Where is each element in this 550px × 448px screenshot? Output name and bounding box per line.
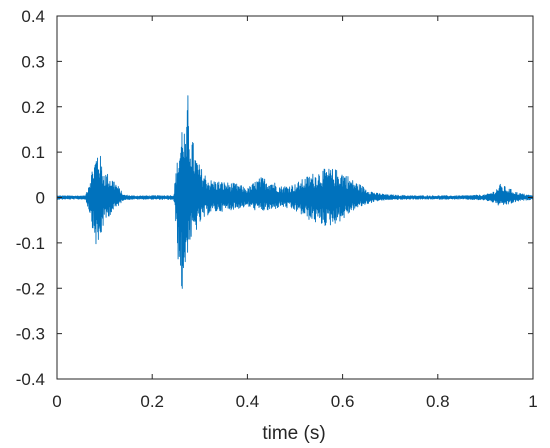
x-tick-label: 0.2 xyxy=(140,392,164,411)
y-tick-label: -0.4 xyxy=(16,370,45,389)
y-tick-label: 0 xyxy=(36,189,45,208)
y-tick-label: -0.3 xyxy=(16,325,45,344)
x-tick-label: 0.8 xyxy=(426,392,450,411)
y-tick-label: -0.2 xyxy=(16,279,45,298)
x-tick-label: 1 xyxy=(528,392,537,411)
signal-series-0 xyxy=(56,95,534,289)
x-axis-ticks: 0 0.2 0.4 0.6 0.8 1 xyxy=(52,16,538,411)
x-tick-label: 0.4 xyxy=(236,392,260,411)
x-tick-label: 0 xyxy=(52,392,61,411)
y-tick-label: 0.2 xyxy=(21,98,45,117)
y-tick-label: -0.1 xyxy=(16,234,45,253)
x-tick-label: 0.6 xyxy=(331,392,355,411)
x-axis-label: time (s) xyxy=(262,423,325,444)
y-axis-ticks: 0.4 0.3 0.2 0.1 0 -0.1 -0.2 -0.3 -0.4 xyxy=(16,7,533,389)
y-tick-label: 0.1 xyxy=(21,143,45,162)
y-tick-label: 0.3 xyxy=(21,52,45,71)
y-tick-label: 0.4 xyxy=(21,7,45,26)
